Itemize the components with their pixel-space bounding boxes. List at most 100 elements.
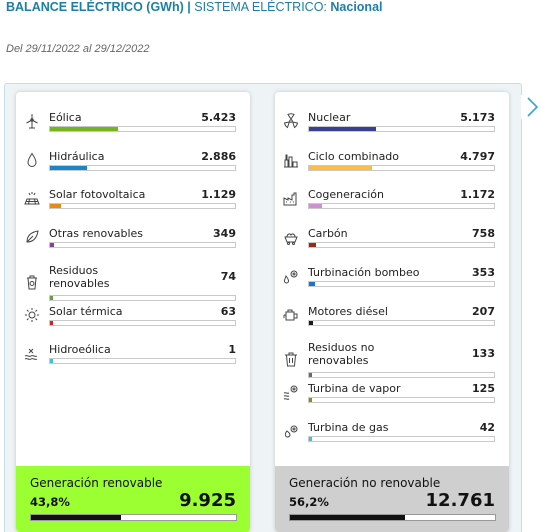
header-separator: | <box>187 0 191 14</box>
nonrenewable-source-value: 4.797 <box>460 149 495 163</box>
system-selector[interactable]: Nacional <box>330 0 383 14</box>
nonrenewable-total: Generación no renovable 56,2% 12.761 <box>275 466 509 532</box>
nonrenewable-row[interactable]: Motores diésel 207 <box>275 304 509 340</box>
nonrenewable-source-name: Carbón <box>308 227 348 241</box>
diesel-engine-icon <box>283 307 299 323</box>
renewable-source-name: Eólica <box>49 111 82 124</box>
nonrenewable-total-percent: 56,2% <box>289 495 329 509</box>
renewable-share-bar <box>49 294 236 301</box>
renewable-row[interactable]: Eólica 5.423 <box>16 110 250 146</box>
renewable-row[interactable]: Residuos renovables 74 <box>16 264 250 301</box>
renewable-row[interactable]: Hidráulica 2.886 <box>16 149 250 185</box>
nonrenewable-share-bar <box>308 164 495 171</box>
balance-title: BALANCE ELÉCTRICO (GWh) <box>6 0 184 14</box>
nonrenewable-share-bar-fill <box>309 373 312 378</box>
renewable-row[interactable]: Hidroeólica 1 <box>16 342 250 378</box>
nonrenewable-total-bar-fill <box>290 515 406 520</box>
nonrenewable-source-name: Turbina de vapor <box>308 381 401 395</box>
renewable-share-bar-fill <box>50 320 53 325</box>
nonrenewable-share-bar <box>308 242 495 249</box>
nonrenewable-share-bar <box>308 435 495 442</box>
renewable-share-bar-fill <box>50 204 62 209</box>
nonrenewable-share-bar-fill <box>309 281 315 286</box>
renewable-total: Generación renovable 43,8% 9.925 <box>16 466 250 532</box>
nonrenewable-share-bar-fill <box>309 165 372 170</box>
renewable-source-value: 2.886 <box>201 149 236 163</box>
coal-cart-icon <box>283 229 299 246</box>
renewable-source-value: 349 <box>213 227 236 241</box>
nuclear-icon <box>283 113 299 129</box>
nonrenewable-share-bar <box>308 126 495 132</box>
nonrenewable-source-name: Turbinación bombeo <box>308 265 420 279</box>
renewable-row[interactable]: Solar fotovoltaica 1.129 <box>16 187 250 223</box>
waste-bin-icon <box>283 351 299 367</box>
nonrenewable-source-name: Turbina de gas <box>308 420 389 434</box>
nonrenewable-share-bar-fill <box>309 436 312 441</box>
renewable-row[interactable]: Otras renovables 349 <box>16 226 250 262</box>
steam-turbine-icon <box>283 384 299 400</box>
renewable-source-value: 74 <box>220 269 236 283</box>
nonrenewable-row[interactable]: Turbinación bombeo 353 <box>275 265 509 301</box>
factory-icon <box>283 190 299 206</box>
nonrenewable-card: Nuclear 5.173 Ciclo combinado 4.797 Cogenera… <box>275 92 509 532</box>
leaf-icon <box>24 229 40 245</box>
renewable-source-name: Otras renovables <box>49 227 143 241</box>
nonrenewable-row[interactable]: Turbina de vapor 125 <box>275 381 509 417</box>
renewable-share-bar-fill <box>50 127 119 131</box>
renewable-source-value: 1 <box>228 343 236 357</box>
nonrenewable-source-name: Nuclear <box>308 111 351 124</box>
renewable-source-name: Solar fotovoltaica <box>49 188 146 202</box>
nonrenewable-source-name: Cogeneración <box>308 188 384 202</box>
renewable-share-bar <box>49 358 236 365</box>
nonrenewable-total-label: Generación no renovable <box>289 476 441 490</box>
chevron-right-icon[interactable] <box>521 95 542 119</box>
renewable-total-label: Generación renovable <box>30 476 163 490</box>
solar-panel-icon <box>24 190 40 206</box>
water-drop-icon <box>24 152 40 168</box>
nonrenewable-source-name: Ciclo combinado <box>308 149 400 163</box>
nonrenewable-share-bar <box>308 372 495 379</box>
nonrenewable-share-bar <box>308 319 495 326</box>
nonrenewable-row[interactable]: Carbón 758 <box>275 226 509 262</box>
nonrenewable-share-bar-fill <box>309 127 376 131</box>
page-header: BALANCE ELÉCTRICO (GWh) | SISTEMA ELÉCTR… <box>6 0 383 14</box>
nonrenewable-row[interactable]: Cogeneración 1.172 <box>275 187 509 223</box>
nonrenewable-share-bar <box>308 203 495 210</box>
renewable-share-bar-fill <box>50 243 54 248</box>
nonrenewable-row[interactable]: Nuclear 5.173 <box>275 110 509 146</box>
renewable-row[interactable]: Solar térmica 63 <box>16 304 250 340</box>
renewable-share-bar-fill <box>50 295 53 300</box>
gas-turbine-icon <box>283 423 299 439</box>
renewable-source-name: Hidroeólica <box>49 343 111 357</box>
nonrenewable-source-value: 353 <box>472 265 495 279</box>
nonrenewable-source-value: 42 <box>479 420 495 434</box>
nonrenewable-source-value: 125 <box>472 381 495 395</box>
nonrenewable-share-bar-fill <box>309 397 312 402</box>
nonrenewable-share-bar-fill <box>309 320 313 325</box>
pumped-storage-icon <box>283 268 299 284</box>
nonrenewable-source-value: 758 <box>472 227 495 241</box>
nonrenewable-share-bar <box>308 396 495 403</box>
renewable-card: Eólica 5.423 Hidráulica 2.886 Solar fotovolt… <box>16 92 250 532</box>
nonrenewable-total-value: 12.761 <box>425 490 495 511</box>
nonrenewable-source-value: 207 <box>472 304 495 318</box>
renewable-total-value: 9.925 <box>179 490 236 511</box>
system-label: SISTEMA ELÉCTRICO: <box>194 0 327 14</box>
hydro-wind-icon <box>24 345 40 361</box>
sun-icon <box>24 307 40 323</box>
nonrenewable-source-value: 5.173 <box>460 111 495 124</box>
nonrenewable-row[interactable]: Ciclo combinado 4.797 <box>275 149 509 185</box>
renewable-share-bar <box>49 319 236 326</box>
renewable-share-bar <box>49 203 236 210</box>
power-plant-icon <box>283 152 299 168</box>
renewable-share-bar-fill <box>50 359 53 364</box>
nonrenewable-source-value: 1.172 <box>460 188 495 202</box>
renewable-source-value: 1.129 <box>201 188 236 202</box>
nonrenewable-total-bar <box>289 514 496 521</box>
wind-turbine-icon <box>24 113 40 129</box>
nonrenewable-row[interactable]: Turbina de gas 42 <box>275 420 509 456</box>
nonrenewable-row[interactable]: Residuos no renovables 133 <box>275 341 509 379</box>
renewable-total-bar <box>30 514 237 521</box>
renewable-share-bar <box>49 164 236 171</box>
renewable-total-bar-fill <box>31 515 121 520</box>
